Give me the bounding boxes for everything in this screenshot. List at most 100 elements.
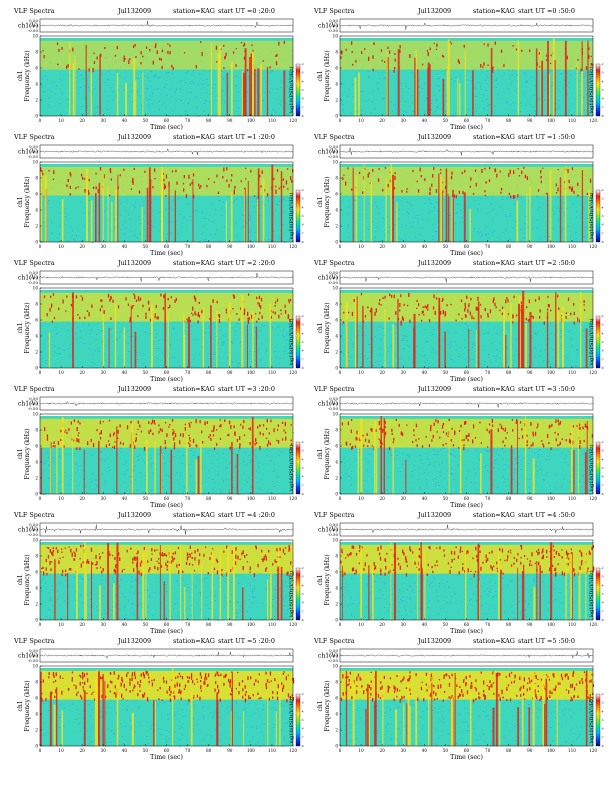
x-tick-label: 10 — [58, 748, 64, 753]
waveform-axis-label: ch1(V) — [18, 653, 38, 660]
x-tick-label: 80 — [206, 118, 212, 123]
x-tick-label: 20 — [79, 118, 85, 123]
x-tick-label: 10 — [58, 622, 64, 627]
waveform-axis-label: ch1(V) — [318, 23, 338, 30]
emission-streaks — [341, 418, 593, 451]
x-tick-label: 20 — [379, 244, 385, 249]
waveform-trace — [339, 651, 594, 659]
y-tick-label: 10 — [33, 160, 39, 165]
waveform-axis-label: ch1(V) — [18, 23, 38, 30]
colorbar-tick-label: -8 — [301, 240, 304, 244]
x-tick-label: 50 — [143, 244, 149, 249]
colorbar-tick-label: -5 — [301, 466, 304, 470]
panel-title: VLF Spectra — [14, 259, 55, 267]
y-axis-label: Frequency (kHz) — [324, 302, 331, 353]
panel-title: VLF Spectra — [14, 637, 55, 645]
spectrogram-panel: VLF Spectra Jul132009 station=KAG start UT … — [6, 384, 306, 512]
colorbar-label: log10(PSD)(V²/Hz) — [288, 696, 295, 743]
x-tick-label: 90 — [227, 748, 233, 753]
panel-date: Jul132009 — [118, 637, 152, 645]
y-axis-label: Frequency (kHz) — [324, 428, 331, 479]
waveform-tick-label: -0.50 — [28, 406, 39, 411]
colorbar-tick-label: -2 — [601, 440, 604, 444]
y-tick-label: 8 — [35, 428, 38, 433]
sferic-spikes — [40, 666, 281, 746]
upper-edge — [340, 288, 593, 290]
waveform-tick-label: 0.50 — [29, 648, 38, 653]
colorbar-tick-label: -8 — [601, 366, 604, 370]
x-tick-label: 40 — [122, 748, 128, 753]
colorbar: -2 -3 -4 -5 -6 -7 -8 log10(PSD)(V²/Hz) — [588, 566, 604, 622]
x-tick-label: 110 — [268, 370, 276, 375]
waveform-trace — [39, 651, 294, 659]
x-tick-label: 20 — [379, 748, 385, 753]
waveform-axis-label: ch1(V) — [318, 149, 338, 156]
waveform-tick-label: -0.50 — [28, 28, 39, 33]
colorbar-tick-label: -6 — [301, 475, 304, 479]
y-tick-label: 6 — [35, 66, 38, 71]
panel-title: VLF Spectra — [314, 385, 355, 393]
x-tick-label: 0 — [339, 496, 342, 501]
x-axis-label: Time (sec) — [150, 628, 183, 635]
colorbar-tick-label: -3 — [301, 575, 304, 579]
colorbar-tick-label: -5 — [301, 592, 304, 596]
y-tick-label: 2 — [35, 350, 38, 355]
y-tick-label: 4 — [335, 586, 338, 591]
emission-streaks — [340, 544, 595, 578]
colorbar-tick-label: -5 — [601, 592, 604, 596]
waveform-tick-label: 0.00 — [329, 653, 338, 658]
colorbar-tick-label: -2 — [301, 314, 304, 318]
waveform-axis-label: ch1(V) — [318, 653, 338, 660]
x-tick-label: 120 — [289, 244, 297, 249]
y-tick-label: 8 — [35, 176, 38, 181]
x-tick-label: 120 — [589, 748, 597, 753]
y-tick-label: 2 — [35, 728, 38, 733]
x-tick-label: 70 — [485, 622, 491, 627]
x-tick-label: 70 — [185, 244, 191, 249]
panel-title: VLF Spectra — [14, 511, 55, 519]
y-tick-label: 6 — [335, 444, 338, 449]
x-tick-label: 40 — [422, 622, 428, 627]
panel-start-time: start UT =0 :20:0 — [218, 7, 275, 15]
y-tick-label: 8 — [335, 428, 338, 433]
waveform-tick-label: 0.00 — [29, 401, 38, 406]
x-tick-label: 120 — [589, 118, 597, 123]
x-tick-label: 90 — [527, 496, 533, 501]
waveform-tick-label: 0.00 — [29, 527, 38, 532]
colorbar-tick-label: -6 — [601, 727, 604, 731]
x-tick-label: 90 — [227, 622, 233, 627]
colorbar-tick-label: -6 — [301, 349, 304, 353]
y-axis-label: Frequency (kHz) — [24, 680, 31, 731]
spectrogram-panel: VLF Spectra Jul132009 station=KAG start UT … — [306, 636, 606, 764]
x-tick-label: 0 — [39, 244, 42, 249]
y-tick-label: 0 — [335, 240, 338, 245]
colorbar-tick-label: -5 — [601, 88, 604, 92]
colorbar-tick-label: -8 — [301, 366, 304, 370]
colorbar-tick-label: -3 — [301, 197, 304, 201]
colorbar-tick-label: -7 — [301, 609, 304, 613]
emission-streaks — [342, 166, 593, 199]
y-tick-label: 0 — [35, 366, 38, 371]
y-tick-label: 8 — [35, 680, 38, 685]
sferic-spikes — [48, 292, 272, 368]
x-tick-label: 70 — [185, 622, 191, 627]
panel-header: VLF Spectra Jul132009 station=KAG start UT … — [306, 384, 606, 394]
x-tick-label: 40 — [422, 748, 428, 753]
colorbar-tick-label: -8 — [301, 744, 304, 748]
colorbar-tick-label: -3 — [301, 323, 304, 327]
y-tick-label: 0 — [35, 492, 38, 497]
colorbar-tick-label: -7 — [301, 357, 304, 361]
waveform-tick-label: 0.00 — [29, 653, 38, 658]
colorbar-tick-label: -5 — [601, 214, 604, 218]
colorbar-label: log10(PSD)(V²/Hz) — [588, 570, 595, 617]
colorbar-tick-label: -4 — [601, 457, 604, 461]
x-tick-label: 70 — [485, 118, 491, 123]
panel-station: station=KAG — [473, 511, 515, 519]
y-tick-label: 4 — [335, 82, 338, 87]
colorbar-tick-label: -8 — [301, 618, 304, 622]
